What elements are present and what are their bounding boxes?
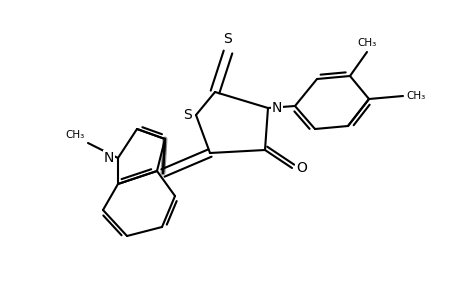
Text: CH₃: CH₃ [66, 130, 85, 140]
Text: CH₃: CH₃ [357, 38, 376, 48]
Text: S: S [183, 108, 191, 122]
Text: S: S [223, 32, 232, 46]
Text: CH₃: CH₃ [405, 91, 424, 101]
Text: N: N [271, 101, 282, 115]
Text: O: O [295, 161, 306, 175]
Text: N: N [103, 151, 114, 165]
